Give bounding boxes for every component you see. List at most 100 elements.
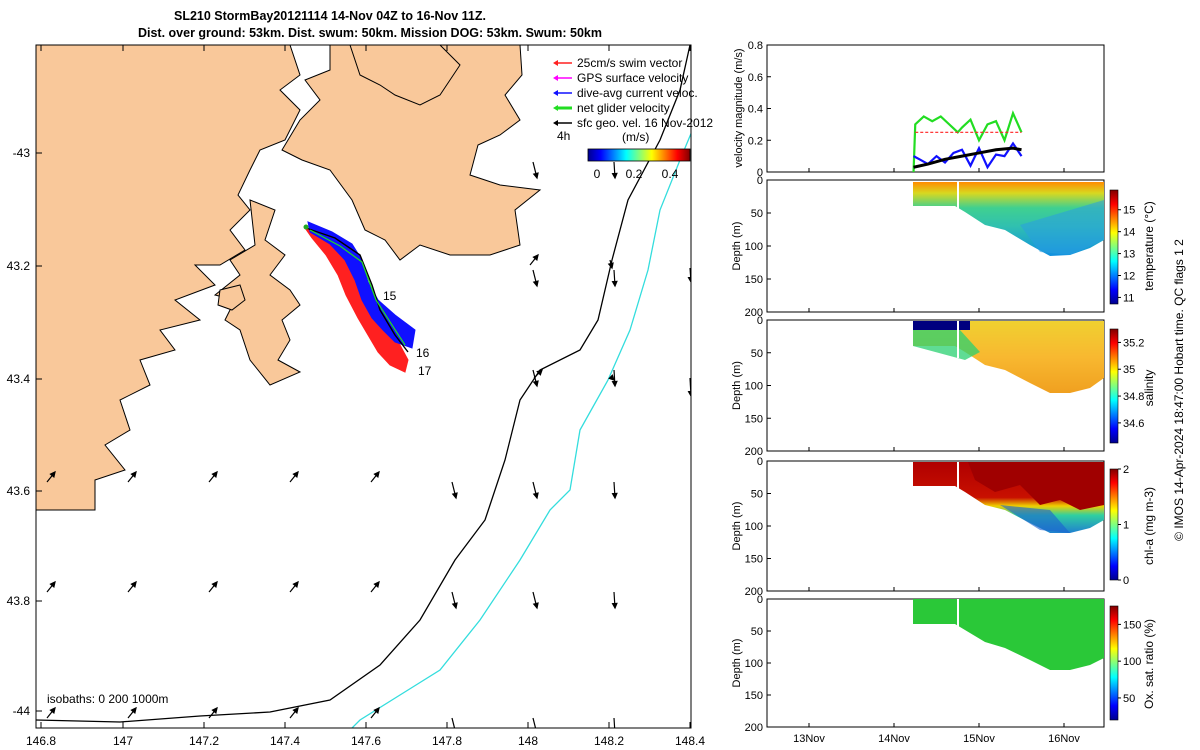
lon-tick-4: 147.6 <box>351 734 381 748</box>
cbar-tick-2-2: 0 <box>1123 575 1129 587</box>
lat-tick-2: 43.4 <box>7 372 31 386</box>
velocity-ytick-1: 0.2 <box>748 135 763 147</box>
legend-label-3: net glider velocity <box>577 101 670 115</box>
legend-label-2: dive-avg current veloc. <box>577 86 698 100</box>
salinity-colorbar <box>1109 328 1119 444</box>
depth-tick-3-4: 200 <box>745 722 763 734</box>
lon-tick-5: 147.8 <box>432 734 462 748</box>
velocity-panel: 0 0.2 0.4 0.6 0.8 velocity magnitude (m/s) <box>733 40 1105 179</box>
depth-tick-1-1: 50 <box>751 348 763 360</box>
cbar-tick-0-3: 12 <box>1123 271 1135 283</box>
lat-tick-4: 43.8 <box>7 594 31 608</box>
cbar-tick-1-2: 34.8 <box>1123 391 1144 403</box>
cbar-tick-3-2: 50 <box>1123 693 1135 705</box>
land-peninsula <box>213 199 302 386</box>
time-tick-3: 16Nov <box>1048 733 1080 745</box>
chla-panel: chl-a (mg m-3) <box>766 460 1156 592</box>
map-lon-ticks: 146.8 147 147.2 147.4 147.6 147.8 148 148.2 148.… <box>26 45 705 748</box>
depth-ylabel-1: Depth (m) <box>731 361 743 410</box>
cbar-tick-0-2: 13 <box>1123 249 1135 261</box>
isobath-1000 <box>351 131 691 728</box>
depth-tick-3-3: 150 <box>745 690 763 702</box>
lat-tick-5: -44 <box>13 704 31 718</box>
cbar-tick-0-1: 14 <box>1123 227 1135 239</box>
cbar-tick-0-0: 15 <box>1123 205 1135 217</box>
copyright-text: © IMOS 14-Apr-2024 18:47:00 Hobart time.… <box>1172 239 1186 541</box>
land-west <box>36 45 301 511</box>
colorbar-unit: (m/s) <box>622 130 649 144</box>
cbar-tick-1-0: 35.2 <box>1123 337 1144 349</box>
land-northeast <box>281 45 542 261</box>
lon-tick-7: 148.2 <box>594 734 624 748</box>
depth-ylabel-0: Depth (m) <box>731 222 743 271</box>
depth-tick-2-0: 0 <box>757 456 763 468</box>
cbar-tick-3-0: 150 <box>1123 619 1141 631</box>
oxygen-section <box>913 599 1104 670</box>
depth-tick-1-0: 0 <box>757 315 763 327</box>
cbar-tick-1-1: 35 <box>1123 364 1135 376</box>
oxygen-panel: Ox. sat. ratio (%) <box>766 598 1156 728</box>
colorbar-tick-0: 0 <box>594 167 601 181</box>
depth-tick-1-3: 150 <box>745 413 763 425</box>
temperature-panel: temperature (°C) <box>766 179 1156 313</box>
cbar-tick-1-3: 34.6 <box>1123 418 1144 430</box>
map-lat-ticks: -43 43.2 43.4 43.6 43.8 -44 <box>7 146 42 718</box>
salinity-cbar-label: salinity <box>1142 370 1156 407</box>
isobath-200 <box>36 45 691 723</box>
glider-track-net <box>305 227 409 353</box>
depth-tick-0-3: 150 <box>745 274 763 286</box>
time-tick-1: 14Nov <box>878 733 910 745</box>
figure-title-line2: Dist. over ground: 53km. Dist. swum: 50k… <box>138 26 602 40</box>
depth-tick-3-1: 50 <box>751 626 763 638</box>
day-label-16: 16 <box>416 346 430 360</box>
map-frame <box>35 44 692 729</box>
lon-tick-1: 147 <box>113 734 133 748</box>
lat-tick-1: 43.2 <box>7 259 31 273</box>
depth-tick-2-3: 150 <box>745 554 763 566</box>
depth-tick-3-2: 100 <box>745 658 763 670</box>
depth-tick-2-1: 50 <box>751 489 763 501</box>
colorbar-tick-1: 0.2 <box>626 167 643 181</box>
day-label-15: 15 <box>383 289 397 303</box>
chla-cbar-label: chl-a (mg m-3) <box>1142 487 1156 565</box>
cbar-tick-2-0: 2 <box>1123 464 1129 476</box>
section-axes: 0 50 100 150 200 Depth (m) 0 50 100 150 200 Depth (… <box>731 175 771 734</box>
lat-tick-3: 43.6 <box>7 484 31 498</box>
time-tick-2: 15Nov <box>963 733 995 745</box>
colorbar-tick-2: 0.4 <box>662 167 679 181</box>
lon-tick-8: 148.4 <box>675 734 705 748</box>
lon-tick-3: 147.4 <box>270 734 300 748</box>
temperature-cbar-label: temperature (°C) <box>1142 201 1156 291</box>
depth-tick-1-4: 200 <box>745 446 763 458</box>
cbar-tick-0-4: 11 <box>1123 292 1134 304</box>
legend-label-4: sfc geo. vel. 16 Nov-2012 <box>577 116 713 130</box>
depth-tick-2-4: 200 <box>745 586 763 598</box>
land-small-island <box>217 284 246 311</box>
depth-tick-0-0: 0 <box>757 175 763 187</box>
lat-tick-0: -43 <box>13 146 31 160</box>
depth-tick-2-2: 100 <box>745 521 763 533</box>
temperature-colorbar <box>1109 189 1119 305</box>
oxygen-cbar-label: Ox. sat. ratio (%) <box>1142 619 1156 709</box>
speed-colorbar <box>587 148 691 162</box>
depth-tick-0-4: 200 <box>745 307 763 319</box>
velocity-ytick-3: 0.6 <box>748 72 763 84</box>
chla-colorbar <box>1109 468 1119 581</box>
salinity-panel: salinity <box>766 319 1156 452</box>
lon-tick-2: 147.2 <box>189 734 219 748</box>
depth-tick-0-1: 50 <box>751 208 763 220</box>
velocity-ytick-4: 0.8 <box>748 40 763 52</box>
depth-ylabel-2: Depth (m) <box>731 502 743 551</box>
depth-tick-3-0: 0 <box>757 594 763 606</box>
day-label-17: 17 <box>418 364 432 378</box>
glider-start-marker <box>303 224 309 230</box>
velocity-ylabel: velocity magnitude (m/s) <box>733 48 745 167</box>
time-tick-0: 13Nov <box>793 733 825 745</box>
cbar-tick-3-1: 100 <box>1123 656 1141 668</box>
time-axis: 13Nov 14Nov 15Nov 16Nov <box>793 168 1080 745</box>
velocity-ytick-0: 0 <box>757 167 763 179</box>
sfc-velocity-arrows <box>46 161 691 728</box>
lon-tick-6: 148 <box>518 734 538 748</box>
land-island-north <box>349 45 461 106</box>
